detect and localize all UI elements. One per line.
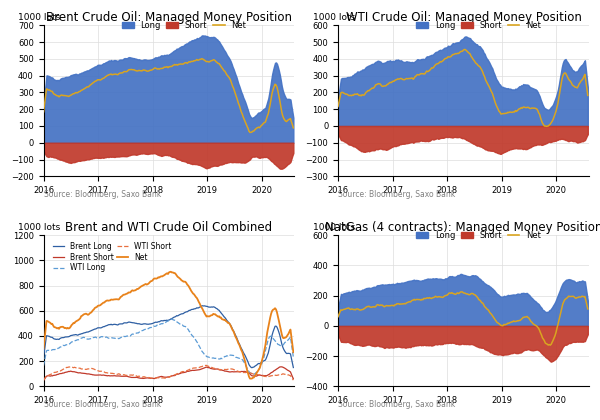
Title: WTI Crude Oil: Managed Money Position: WTI Crude Oil: Managed Money Position xyxy=(346,11,581,24)
Text: 1000 lots: 1000 lots xyxy=(313,223,355,232)
Legend: Long, Short, Net: Long, Short, Net xyxy=(413,17,544,33)
Title: Brent and WTI Crude Oil Combined: Brent and WTI Crude Oil Combined xyxy=(65,221,272,234)
Text: Source: Bloomberg, Saxo Bank: Source: Bloomberg, Saxo Bank xyxy=(338,400,455,410)
Legend: Long, Short, Net: Long, Short, Net xyxy=(413,227,544,243)
Text: Source: Bloomberg, Saxo Bank: Source: Bloomberg, Saxo Bank xyxy=(44,190,161,200)
Text: 1000 lots: 1000 lots xyxy=(19,13,61,22)
Text: Source: Bloomberg, Saxo Bank: Source: Bloomberg, Saxo Bank xyxy=(44,400,161,410)
Legend: Brent Long, Brent Short, WTI Long, WTI Short, Net: Brent Long, Brent Short, WTI Long, WTI S… xyxy=(50,239,175,275)
Text: 1000 lots: 1000 lots xyxy=(313,13,355,22)
Text: 1000 lots: 1000 lots xyxy=(19,223,61,232)
Title: NatGas (4 contracts): Managed Money Position: NatGas (4 contracts): Managed Money Posi… xyxy=(325,221,600,234)
Title: Brent Crude Oil: Managed Money Position: Brent Crude Oil: Managed Money Position xyxy=(46,11,292,24)
Legend: Long, Short, Net: Long, Short, Net xyxy=(119,17,250,33)
Text: Source: Bloomberg, Saxo Bank: Source: Bloomberg, Saxo Bank xyxy=(338,190,455,200)
